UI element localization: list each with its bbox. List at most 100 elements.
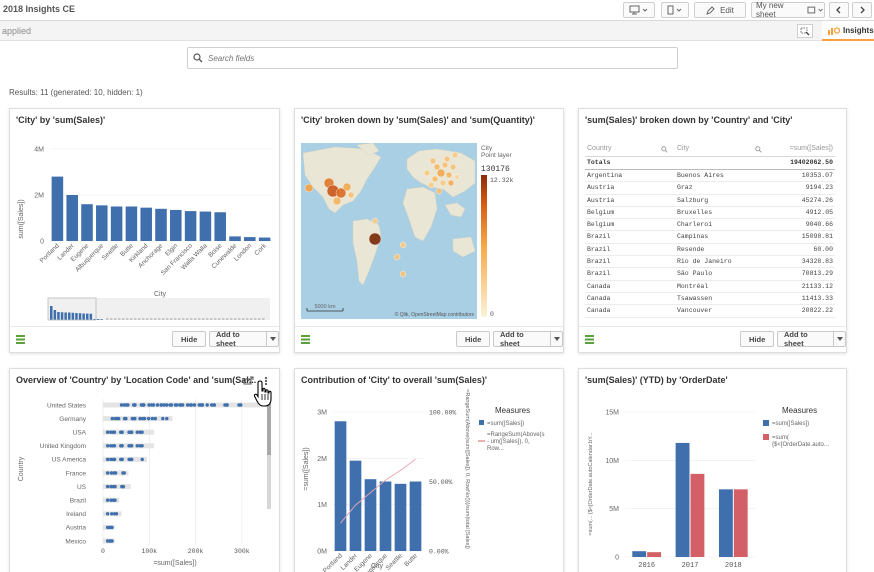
export-icon[interactable] [243,376,254,385]
device-button[interactable] [661,2,689,18]
data-point[interactable] [168,403,172,407]
legend-item[interactable]: =RangeSum(Above(s [487,432,545,438]
data-point[interactable] [105,457,110,462]
map-point[interactable] [445,171,453,179]
data-point[interactable] [225,403,229,407]
data-point[interactable] [138,444,142,448]
map-point[interactable] [399,241,407,249]
data-point[interactable] [127,430,131,434]
map-point[interactable] [454,174,460,180]
map-point[interactable] [393,253,401,261]
selection-tool-button[interactable] [797,24,813,38]
data-point[interactable] [159,403,163,407]
add-to-sheet-button[interactable]: Add to sheet [493,330,563,348]
data-point[interactable] [175,403,179,407]
legend-item[interactable]: =sum([Sales]) [487,421,524,427]
menu-icon[interactable] [585,335,594,344]
menu-icon[interactable] [301,335,310,344]
data-point[interactable] [126,403,130,407]
data-point[interactable] [189,403,194,407]
insight-card-country-overview[interactable]: Overview of 'Country' by 'Location Code'… [9,368,280,572]
column-header-country[interactable]: Country [587,145,612,152]
bar[interactable] [155,208,167,241]
table-row[interactable]: Brazil Resende 60.00 [585,244,835,257]
menu-icon[interactable] [16,335,25,344]
data-point[interactable] [199,403,203,407]
map-point[interactable] [335,187,347,199]
data-point[interactable] [140,457,144,462]
minimap-window[interactable] [47,297,97,321]
data-point[interactable] [113,498,117,502]
column-header-city[interactable]: City [677,145,690,152]
data-point[interactable] [110,512,114,516]
bar[interactable] [409,481,422,552]
more-options-icon[interactable] [264,376,268,386]
data-point[interactable] [105,471,110,475]
legend-item[interactable]: =sum( [772,435,789,441]
data-point[interactable] [179,403,183,407]
data-point[interactable] [138,416,142,421]
insight-card-sales-ytd[interactable]: 'sum(Sales)' (YTD) by 'OrderDate' =sum(.… [578,368,847,572]
map-point[interactable] [423,169,431,177]
pareto-chart[interactable]: =sum([Sales]) =RangeSum(Above(sum([Sales… [295,369,564,572]
bar[interactable] [66,195,78,241]
table-row[interactable]: Brazil São Paulo 70813.29 [585,268,835,281]
data-point[interactable] [130,416,135,421]
legend-item[interactable]: - um([Sales]), 0, [487,439,530,445]
bar[interactable] [647,552,662,557]
previous-sheet-button[interactable] [829,2,849,18]
data-point[interactable] [119,403,124,407]
data-point[interactable] [127,457,131,462]
map-point[interactable] [429,157,437,165]
bar[interactable] [675,442,690,557]
legend-item[interactable]: {$<[OrderDate.auto... [772,442,829,448]
point-map[interactable]: 5000 km © Qlik, OpenStreetMap contributo… [295,109,564,328]
pivot-table[interactable]: Country City =sum([Sales]) Totals 194020… [585,143,835,318]
data-point[interactable] [210,403,214,407]
data-point[interactable] [110,525,114,530]
insights-tab[interactable]: Insights [822,21,874,41]
bar[interactable] [170,209,182,241]
scrollbar-thumb[interactable] [267,401,271,455]
bar[interactable] [632,551,647,557]
data-point[interactable] [105,512,110,516]
add-to-sheet-button[interactable]: Add to sheet [209,330,279,348]
data-point[interactable] [124,416,128,421]
data-point[interactable] [105,484,110,489]
bar[interactable] [394,483,407,551]
bar[interactable] [125,206,138,242]
map-point[interactable] [439,179,447,187]
data-point[interactable] [109,484,113,489]
bar[interactable] [733,489,748,557]
map-point[interactable] [436,168,446,178]
edit-button[interactable]: Edit [694,2,746,18]
data-point[interactable] [109,498,113,502]
insight-card-city-contribution[interactable]: Contribution of 'City' to overall 'sum(S… [294,368,564,572]
chevron-down-icon[interactable] [550,332,562,346]
bar[interactable] [184,211,197,241]
table-row[interactable]: Austria Salzburg 45274.26 [585,195,835,207]
data-point[interactable] [127,444,131,448]
data-point[interactable] [105,498,110,502]
data-point[interactable] [138,430,142,434]
bar[interactable] [110,206,123,242]
data-point[interactable] [120,444,124,448]
data-point[interactable] [113,471,118,475]
map-point[interactable] [451,151,459,159]
hide-button[interactable]: Hide [456,331,491,347]
data-point[interactable] [121,484,126,489]
table-row[interactable]: Canada Montréal 21133.12 [585,281,835,293]
distribution-plot[interactable]: Country =sum([Sales]) 0 100k 200k 300k Unit… [10,369,280,572]
insight-card-city-map[interactable]: 'City' broken down by 'sum(Sales)' and '… [294,108,564,353]
map-point[interactable] [304,183,314,193]
data-point[interactable] [110,416,114,421]
bar[interactable] [334,421,347,551]
data-point[interactable] [114,512,119,516]
data-point[interactable] [105,430,110,434]
data-point[interactable] [165,416,169,421]
map-point[interactable] [332,196,342,206]
hide-button[interactable]: Hide [740,331,775,347]
minimap-scrollbar[interactable] [47,297,270,321]
data-point[interactable] [205,403,209,407]
